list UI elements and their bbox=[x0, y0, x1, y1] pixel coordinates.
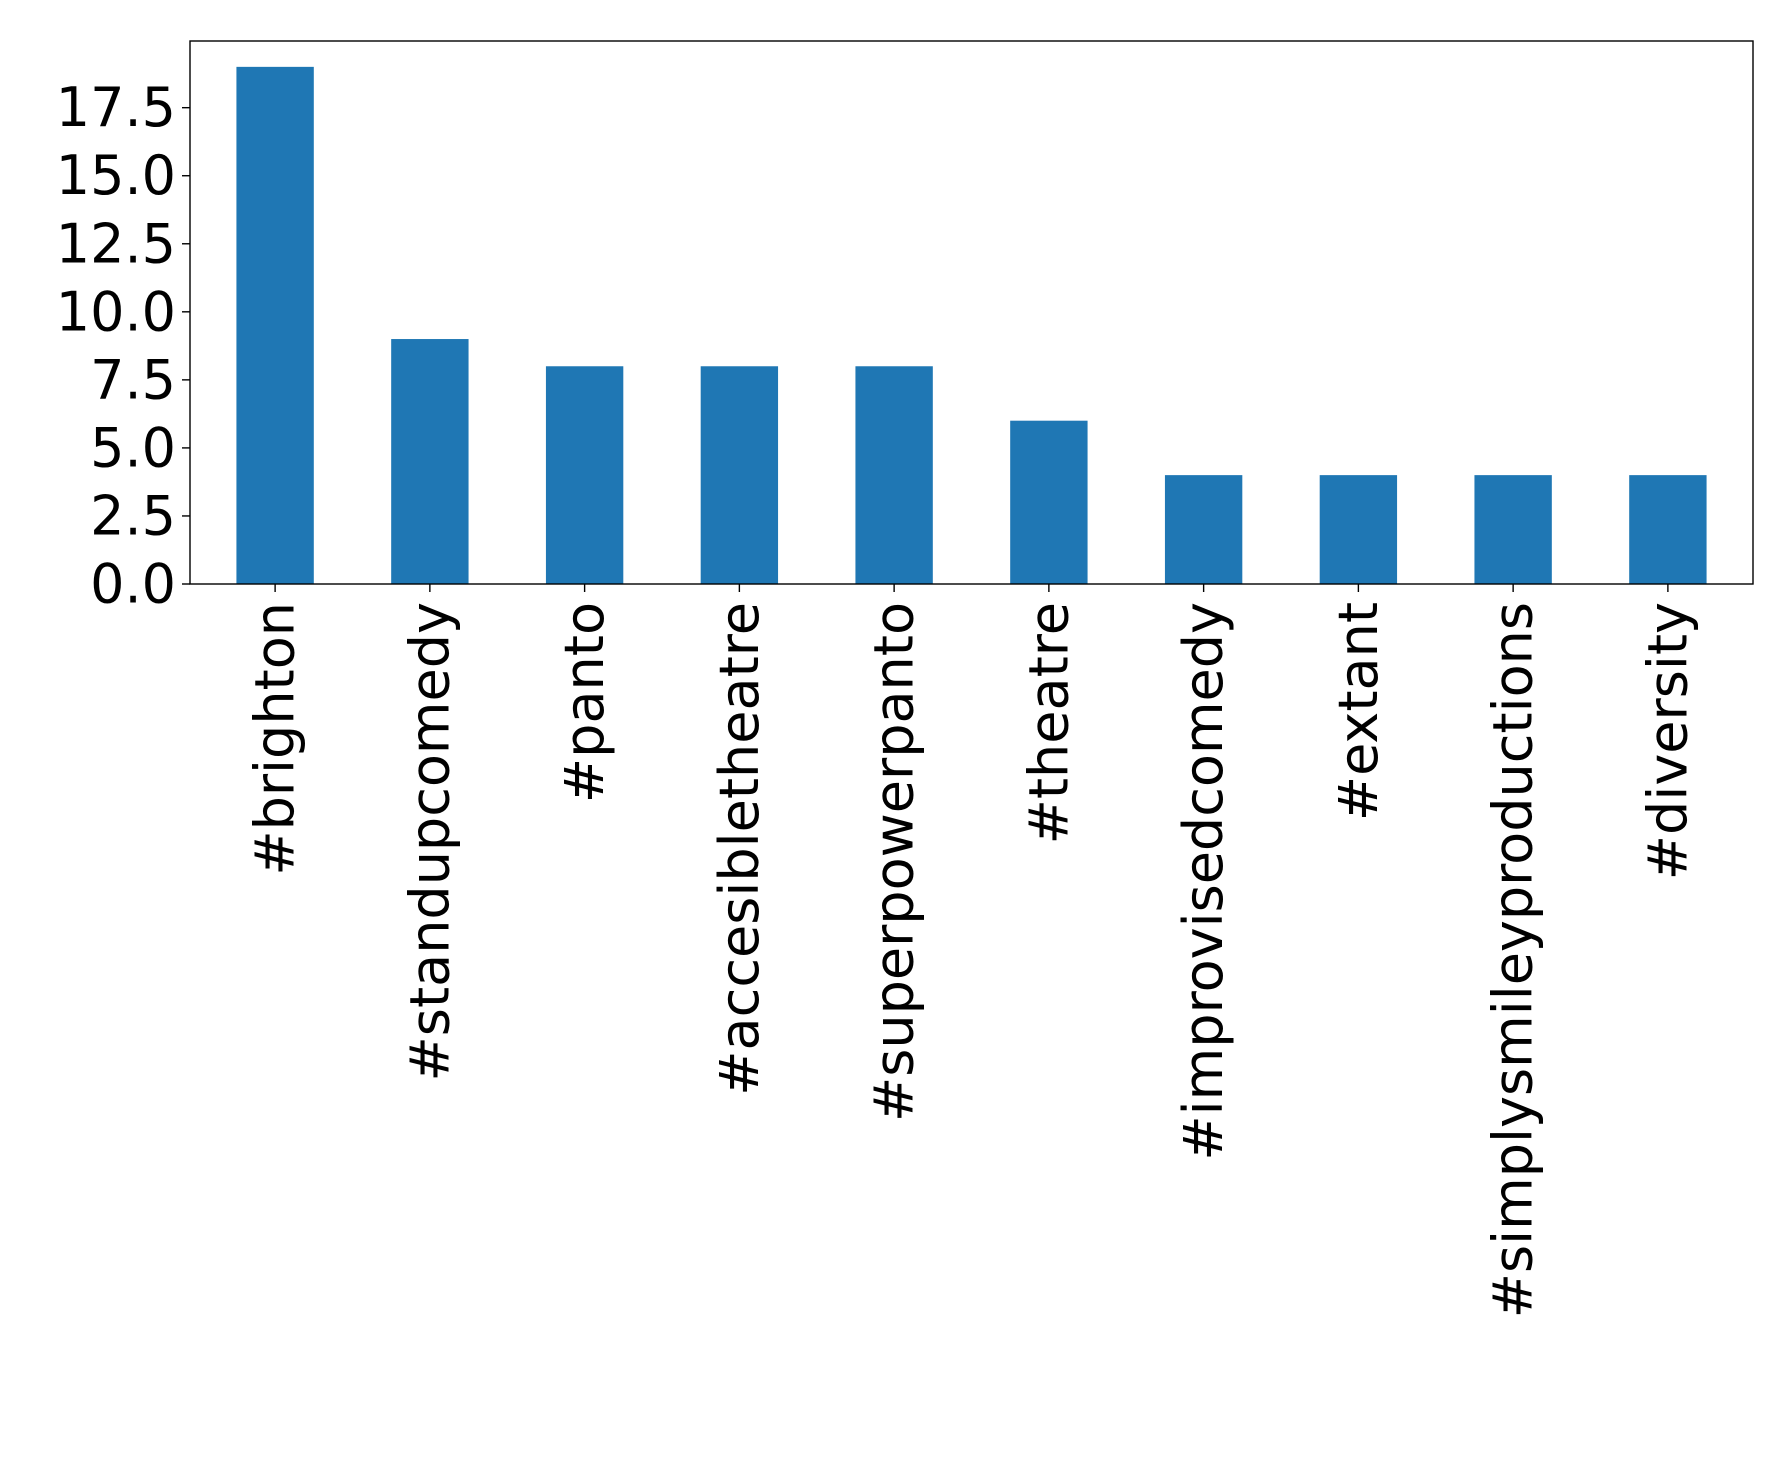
bar-accesibletheatre bbox=[700, 366, 779, 584]
x-tick-label: #theatre bbox=[1017, 602, 1080, 844]
bar-superpowerpanto bbox=[855, 366, 933, 584]
y-tick-label: 17.5 bbox=[56, 76, 176, 139]
x-axis: #brighton #standupcomedy #panto #accesiblet… bbox=[244, 584, 1699, 1318]
x-tick-label: #panto bbox=[553, 602, 616, 803]
x-tick-label: #simplysmileyproductions bbox=[1482, 602, 1545, 1318]
y-axis: 0.02.55.07.510.012.515.017.5 bbox=[56, 76, 190, 616]
x-tick-label: #brighton bbox=[244, 602, 307, 876]
x-tick-label: #diversity bbox=[1636, 602, 1699, 880]
y-tick-label: 15.0 bbox=[56, 144, 176, 207]
bar-extant bbox=[1319, 475, 1398, 584]
bars-layer bbox=[236, 66, 1707, 585]
bar-standupcomedy bbox=[391, 339, 469, 584]
x-tick-label: #extant bbox=[1327, 602, 1390, 821]
x-tick-label: #superpowerpanto bbox=[863, 602, 926, 1122]
y-tick-label: 12.5 bbox=[56, 212, 176, 275]
x-tick-label: #improvisedcomedy bbox=[1172, 602, 1235, 1161]
bar-theatre bbox=[1010, 420, 1088, 584]
x-tick-label: #accesibletheatre bbox=[708, 602, 771, 1096]
y-tick-label: 10.0 bbox=[56, 280, 176, 343]
bar-improvisedcomedy bbox=[1164, 475, 1243, 584]
bar-simplysmileyproductions bbox=[1474, 475, 1552, 584]
x-tick-label: #standupcomedy bbox=[398, 602, 461, 1081]
bar-diversity bbox=[1629, 475, 1707, 584]
plot-frame bbox=[189, 40, 1754, 585]
bar-panto bbox=[545, 366, 624, 584]
bar-brighton bbox=[236, 66, 314, 585]
y-tick-label: 5.0 bbox=[90, 416, 176, 479]
y-tick-label: 7.5 bbox=[90, 348, 176, 411]
y-tick-label: 0.0 bbox=[90, 553, 176, 616]
y-tick-label: 2.5 bbox=[90, 484, 176, 547]
